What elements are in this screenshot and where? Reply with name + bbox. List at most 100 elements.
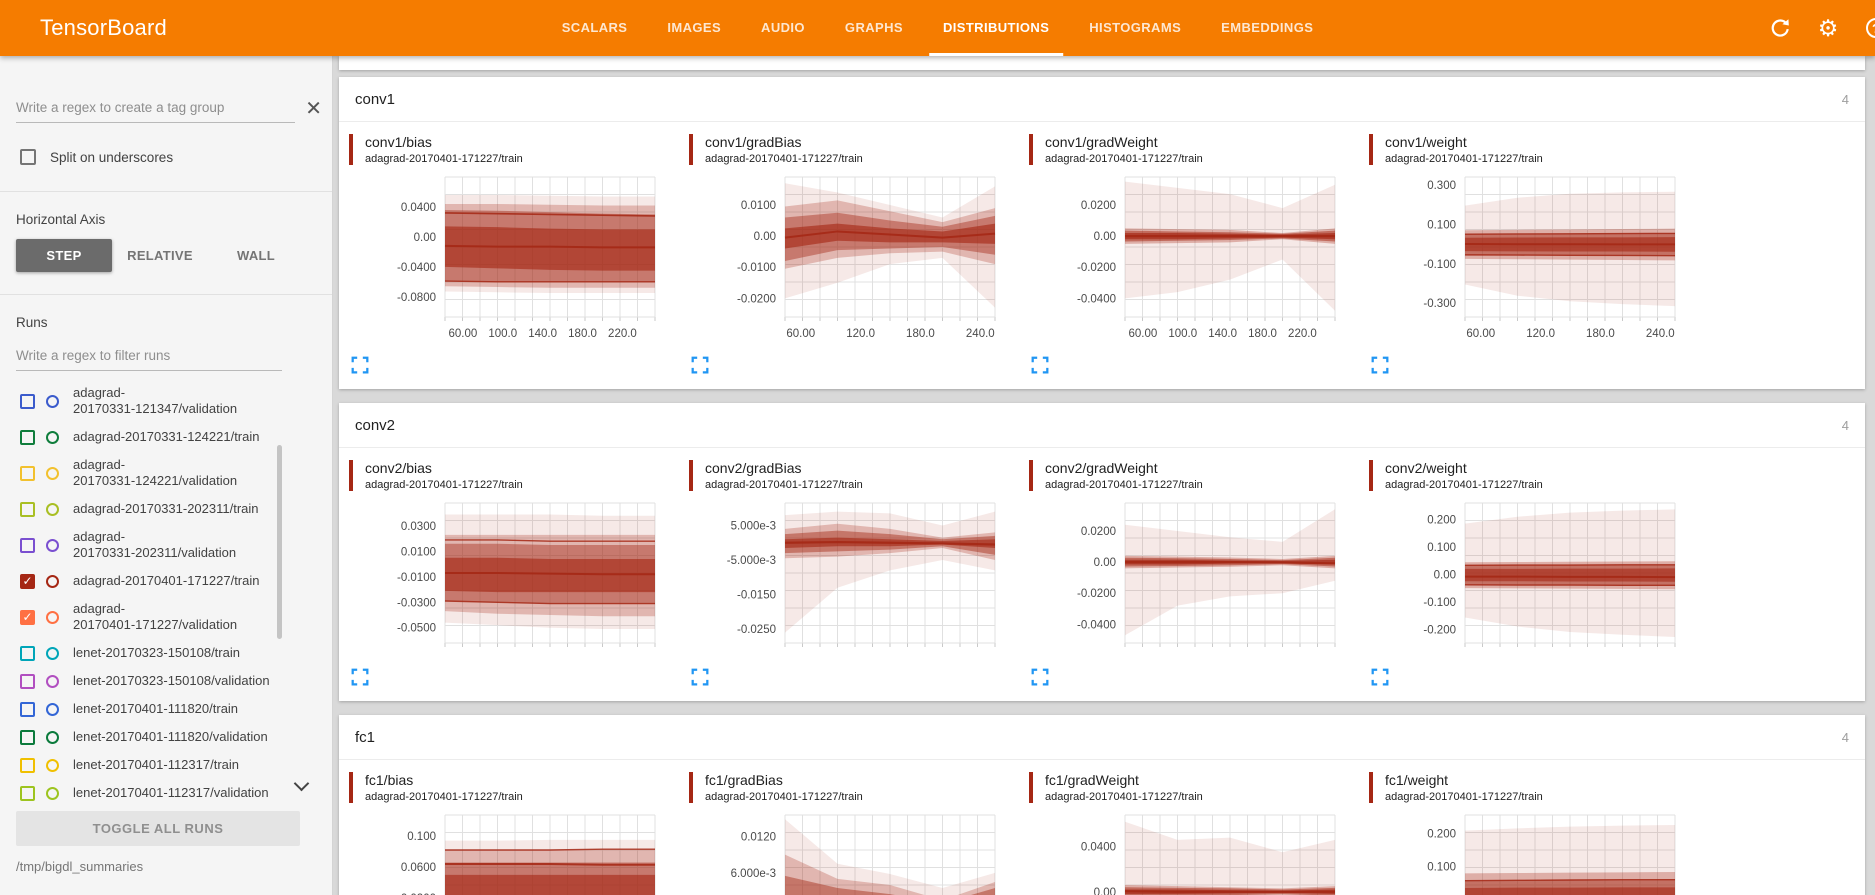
- tag-group-regex-input[interactable]: [16, 94, 296, 123]
- run-checkbox[interactable]: [20, 501, 35, 517]
- expand-chart-icon[interactable]: [1031, 356, 1049, 374]
- run-radio[interactable]: [46, 646, 59, 660]
- run-label: lenet-20170401-111820/train: [73, 701, 239, 716]
- chart-run-name: adagrad-20170401-171227/train: [705, 791, 863, 803]
- run-checkbox[interactable]: [20, 729, 35, 745]
- run-row[interactable]: lenet-20170401-111820/train: [0, 695, 332, 723]
- run-list-scrollbar[interactable]: [277, 445, 282, 639]
- y-tick-label: 5.000e-3: [731, 520, 776, 532]
- tab-graphs[interactable]: GRAPHS: [844, 20, 903, 35]
- run-checkbox[interactable]: [20, 701, 35, 717]
- tab-images[interactable]: IMAGES: [667, 20, 722, 35]
- y-tick-label: 0.00: [414, 232, 436, 244]
- run-checkbox[interactable]: [20, 393, 35, 409]
- run-radio[interactable]: [46, 430, 59, 444]
- chart-card: fc1/gradBias adagrad-20170401-171227/trai…: [687, 772, 1027, 895]
- y-tick-label: -0.0400: [397, 262, 436, 274]
- y-tick-label: 0.0600: [401, 862, 436, 874]
- y-tick-label: 0.100: [407, 831, 436, 843]
- toggle-all-runs-button[interactable]: TOGGLE ALL RUNS: [16, 811, 300, 846]
- close-icon[interactable]: ✕: [305, 98, 322, 120]
- section-title: conv1: [355, 90, 396, 108]
- expand-chart-icon[interactable]: [351, 356, 369, 374]
- run-checkbox[interactable]: [20, 645, 35, 661]
- run-checkbox[interactable]: [20, 785, 35, 801]
- run-checkbox[interactable]: [20, 537, 35, 553]
- chart-card: conv1/weight adagrad-20170401-171227/trai…: [1367, 134, 1707, 379]
- tab-distributions[interactable]: DISTRIBUTIONS: [928, 0, 1064, 56]
- runs-filter-input[interactable]: [16, 342, 282, 371]
- run-row[interactable]: lenet-20170323-150108/train: [0, 639, 332, 667]
- x-tick-label: 180.0: [906, 328, 935, 340]
- run-radio[interactable]: [46, 502, 59, 516]
- distribution-plot: 0.0400 0.00 -0.0400 -0.0800 60.00 100.0 140.0 1…: [397, 176, 656, 340]
- chart-card: conv1/bias adagrad-20170401-171227/train 0…: [347, 134, 687, 379]
- chart-card: conv2/gradWeight adagrad-20170401-171227/…: [1027, 460, 1367, 691]
- run-checkbox[interactable]: [20, 429, 35, 445]
- chart-tag-name: conv2/gradBias: [705, 460, 802, 476]
- run-row[interactable]: adagrad- 20170331-202311/validation: [0, 523, 332, 567]
- run-row[interactable]: adagrad-20170331-124221/train: [0, 423, 332, 451]
- chart-run-name: adagrad-20170401-171227/train: [1045, 153, 1203, 165]
- run-row[interactable]: lenet-20170323-150108/validation: [0, 667, 332, 695]
- y-tick-label: 0.00: [1094, 557, 1116, 569]
- axis-option-step[interactable]: STEP: [16, 239, 112, 272]
- section-header-conv1[interactable]: conv1 4: [339, 77, 1865, 122]
- chart-tag-name: fc1/gradWeight: [1045, 772, 1139, 788]
- refresh-icon[interactable]: [1767, 15, 1793, 41]
- run-checkbox[interactable]: [20, 757, 35, 773]
- expand-chart-icon[interactable]: [1371, 668, 1389, 686]
- expand-chart-icon[interactable]: [1371, 356, 1389, 374]
- chart-plot-area: 0.300 0.100 -0.100 -0.300 60.00 120.0 180.0 240…: [1367, 169, 1707, 352]
- run-radio[interactable]: [46, 574, 59, 588]
- chart-title-block: conv1/gradWeight adagrad-20170401-171227/…: [1029, 134, 1367, 165]
- expand-chart-icon[interactable]: [351, 668, 369, 686]
- run-row[interactable]: ✓ adagrad-20170401-171227/train: [0, 567, 332, 595]
- help-icon[interactable]: ?: [1863, 15, 1875, 41]
- run-row[interactable]: lenet-20170401-112317/validation: [0, 779, 332, 803]
- run-radio[interactable]: [46, 394, 59, 408]
- axis-option-relative[interactable]: RELATIVE: [127, 248, 193, 263]
- tab-bar: SCALARS IMAGES AUDIO GRAPHS DISTRIBUTIONS HIS…: [542, 0, 1334, 56]
- run-radio[interactable]: [46, 758, 59, 772]
- chart-run-name: adagrad-20170401-171227/train: [1045, 479, 1203, 491]
- y-tick-label: 0.00: [754, 231, 776, 243]
- expand-chart-icon[interactable]: [691, 356, 709, 374]
- expand-chart-icon[interactable]: [1031, 668, 1049, 686]
- chart-plot-area: 0.200 0.100 0.00 -0.100 -0.200: [1367, 495, 1707, 664]
- expand-chart-icon[interactable]: [691, 668, 709, 686]
- y-tick-label: 0.0200: [401, 893, 436, 895]
- chart-run-name: adagrad-20170401-171227/train: [1385, 479, 1543, 491]
- run-radio[interactable]: [46, 786, 59, 800]
- run-checkbox[interactable]: ✓: [20, 609, 35, 625]
- settings-gear-icon[interactable]: ⚙: [1817, 15, 1839, 41]
- y-tick-label: -0.0100: [737, 262, 776, 274]
- run-checkbox[interactable]: [20, 673, 35, 689]
- split-on-underscores-toggle[interactable]: Split on underscores: [20, 149, 316, 165]
- run-radio[interactable]: [46, 730, 59, 744]
- run-radio[interactable]: [46, 610, 59, 624]
- horizontal-axis-options: STEP RELATIVE WALL: [16, 239, 316, 272]
- run-row[interactable]: ✓ adagrad- 20170401-171227/validation: [0, 595, 332, 639]
- run-row[interactable]: adagrad- 20170331-121347/validation: [0, 379, 332, 423]
- run-radio[interactable]: [46, 538, 59, 552]
- run-checkbox[interactable]: [20, 465, 35, 481]
- section-chart-count: 4: [1841, 417, 1849, 433]
- run-radio[interactable]: [46, 466, 59, 480]
- run-radio[interactable]: [46, 674, 59, 688]
- section-header-fc1[interactable]: fc1 4: [339, 715, 1865, 760]
- run-row[interactable]: adagrad-20170331-202311/train: [0, 495, 332, 523]
- run-checkbox[interactable]: ✓: [20, 573, 35, 589]
- split-checkbox[interactable]: [20, 149, 36, 165]
- run-row[interactable]: lenet-20170401-112317/train: [0, 751, 332, 779]
- section-header-conv2[interactable]: conv2 4: [339, 403, 1865, 448]
- tab-embeddings[interactable]: EMBEDDINGS: [1221, 20, 1314, 35]
- chart-card: conv2/weight adagrad-20170401-171227/trai…: [1367, 460, 1707, 691]
- run-radio[interactable]: [46, 702, 59, 716]
- tab-scalars[interactable]: SCALARS: [561, 20, 628, 35]
- axis-option-wall[interactable]: WALL: [236, 248, 276, 263]
- tab-audio[interactable]: AUDIO: [761, 20, 805, 35]
- run-row[interactable]: lenet-20170401-111820/validation: [0, 723, 332, 751]
- tab-histograms[interactable]: HISTOGRAMS: [1089, 20, 1182, 35]
- run-row[interactable]: adagrad- 20170331-124221/validation: [0, 451, 332, 495]
